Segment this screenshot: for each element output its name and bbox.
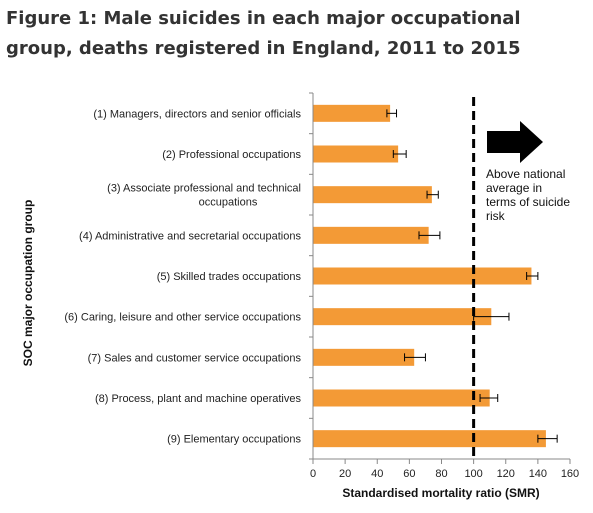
bar: [313, 226, 429, 244]
bar: [313, 348, 415, 366]
y-axis-title: SOC major occupation group: [21, 200, 35, 367]
category-label: (4) Administrative and secretarial occup…: [79, 230, 301, 242]
x-tick-labels: 0 20 40 60 80 100 120 140 160: [310, 468, 579, 480]
x-tick-label: 20: [339, 468, 351, 480]
category-label: (5) Skilled trades occupations: [157, 271, 302, 283]
x-tick-label: 80: [435, 468, 447, 480]
right-arrow-icon: [487, 121, 543, 163]
x-tick-label: 40: [371, 468, 383, 480]
category-label: (1) Managers, directors and senior offic…: [93, 108, 301, 120]
bar: [313, 104, 391, 122]
axes: [309, 92, 571, 464]
above-average-annotation: Above national average in terms of suicide…: [486, 167, 570, 223]
x-axis-title: Standardised mortality ratio (SMR): [342, 486, 539, 500]
x-tick-label: 160: [561, 468, 579, 480]
x-tick-label: 140: [529, 468, 547, 480]
x-tick-label: 60: [403, 468, 415, 480]
bar: [313, 430, 546, 448]
category-label: (7) Sales and customer service occupatio…: [88, 352, 302, 364]
bar: [313, 267, 532, 285]
x-tick-label: 100: [464, 468, 482, 480]
x-tick-label: 0: [310, 468, 316, 480]
category-label: (2) Professional occupations: [162, 149, 301, 161]
category-label: (8) Process, plant and machine operative…: [95, 393, 302, 405]
bar: [313, 389, 490, 407]
category-labels: (1) Managers, directors and senior offic…: [64, 108, 301, 445]
bars: [313, 104, 546, 448]
bar: [313, 308, 492, 326]
figure-title: Figure 1: Male suicides in each major oc…: [6, 8, 521, 59]
category-label: (6) Caring, leisure and other service oc…: [64, 312, 301, 324]
error-bars: [386, 109, 558, 443]
category-label: (9) Elementary occupations: [167, 434, 301, 446]
category-label: (3) Associate professional and technical…: [107, 183, 301, 209]
x-tick-label: 120: [497, 468, 515, 480]
bar: [313, 145, 399, 163]
bar: [313, 186, 432, 204]
